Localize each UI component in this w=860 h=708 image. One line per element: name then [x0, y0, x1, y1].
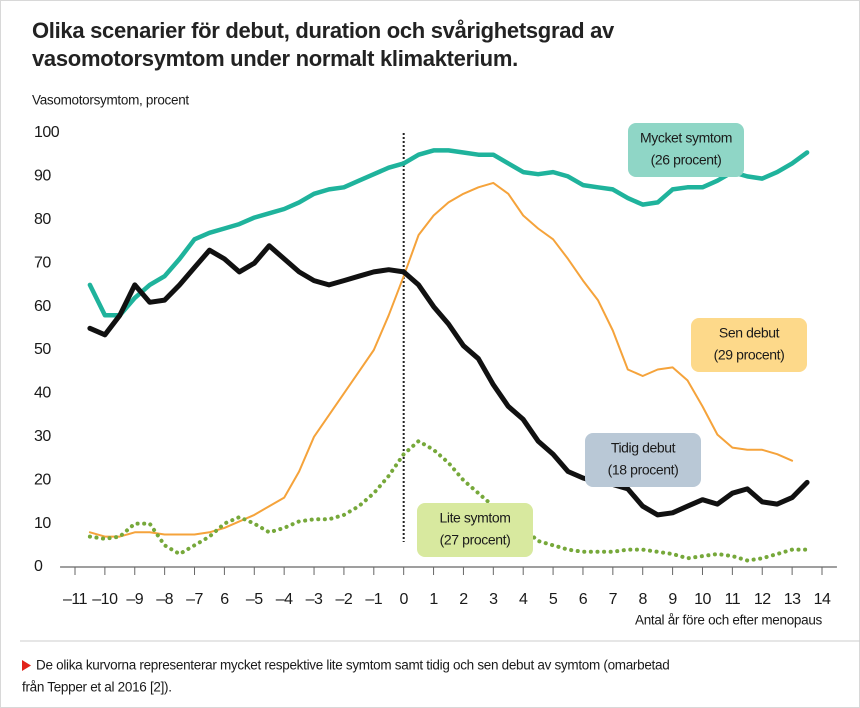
series-line: [87, 148, 810, 318]
x-tick-label: 6: [579, 591, 588, 608]
x-tick-label: 0: [399, 591, 408, 608]
x-tick-label: 2: [459, 591, 468, 608]
x-tick-label: –7: [186, 591, 203, 608]
caption: De olika kurvorna representerar mycket r…: [36, 658, 669, 673]
legend-note: (27 procent): [440, 532, 511, 548]
legend-note: (26 procent): [651, 152, 722, 168]
label-box: [585, 433, 701, 487]
y-tick-label: 10: [34, 515, 51, 532]
x-tick-label: 10: [694, 591, 711, 608]
x-tick-label: –8: [156, 591, 173, 608]
legend-label: Sen debut: [719, 325, 780, 341]
x-tick-label: 6: [220, 591, 229, 608]
y-tick-label: 70: [34, 254, 51, 271]
y-tick-label: 80: [34, 211, 51, 228]
x-tick-label: 4: [519, 591, 528, 608]
x-tick-label: –1: [365, 591, 382, 608]
chart-title: vasomotorsymtom under normalt klimakteri…: [32, 46, 518, 71]
x-tick-label: –3: [306, 591, 323, 608]
caption-marker: [22, 660, 31, 671]
label-box: [691, 318, 807, 372]
series-line: [87, 439, 810, 563]
label-box: [628, 123, 744, 177]
x-tick-label: 12: [754, 591, 771, 608]
y-tick-label: 60: [34, 298, 51, 315]
legend-label: Lite symtom: [439, 510, 510, 526]
legend-note: (29 procent): [714, 347, 785, 363]
y-tick-label: 30: [34, 428, 51, 445]
x-tick-label: –5: [246, 591, 263, 608]
x-tick-label: –11: [63, 591, 88, 608]
label-box: [417, 503, 533, 557]
chart-title: Olika scenarier för debut, duration och …: [32, 18, 615, 43]
legend-note: (18 procent): [608, 462, 679, 478]
y-tick-label: 20: [34, 471, 51, 488]
x-tick-label: 13: [784, 591, 801, 608]
x-tick-label: 5: [549, 591, 558, 608]
y-tick-label: 100: [34, 124, 60, 141]
x-tick-label: –4: [276, 591, 293, 608]
x-axis-label: Antal år före och efter menopaus: [635, 613, 823, 628]
x-tick-label: 3: [489, 591, 498, 608]
x-tick-label: –10: [92, 591, 118, 608]
y-tick-label: 50: [34, 341, 51, 358]
y-tick-label: 40: [34, 385, 51, 402]
x-tick-label: –9: [126, 591, 143, 608]
series-line: [88, 181, 794, 538]
x-tick-label: 14: [814, 591, 831, 608]
caption: från Tepper et al 2016 [2]).: [22, 680, 172, 695]
y-tick-label: 90: [34, 168, 51, 185]
y-axis-label: Vasomotorsymtom, procent: [32, 93, 189, 108]
x-tick-label: –2: [336, 591, 353, 608]
series-line: [87, 243, 810, 518]
x-tick-label: 1: [429, 591, 438, 608]
x-tick-label: 7: [609, 591, 618, 608]
x-tick-label: 8: [639, 591, 648, 608]
x-tick-label: 11: [725, 591, 741, 608]
x-tick-label: 9: [668, 591, 677, 608]
y-tick-label: 0: [34, 558, 43, 575]
legend-label: Mycket symtom: [640, 130, 732, 146]
legend-label: Tidig debut: [611, 440, 676, 456]
